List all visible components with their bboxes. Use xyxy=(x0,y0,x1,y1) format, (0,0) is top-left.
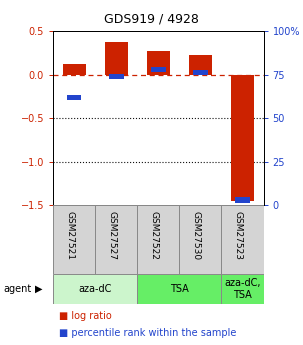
Bar xyxy=(53,205,95,274)
Bar xyxy=(235,197,250,203)
Bar xyxy=(105,42,128,75)
Bar xyxy=(67,95,82,100)
Bar xyxy=(147,51,170,75)
Text: ■ log ratio: ■ log ratio xyxy=(59,311,112,321)
Bar xyxy=(151,67,166,72)
Bar xyxy=(53,274,137,304)
Bar xyxy=(221,205,264,274)
Bar xyxy=(231,75,254,201)
Text: ■ percentile rank within the sample: ■ percentile rank within the sample xyxy=(59,328,236,338)
Bar xyxy=(109,74,124,79)
Text: GSM27530: GSM27530 xyxy=(191,211,201,260)
Bar xyxy=(189,55,212,75)
Text: aza-dC: aza-dC xyxy=(78,284,112,294)
Text: aza-dC,
TSA: aza-dC, TSA xyxy=(224,278,261,300)
Text: GSM27521: GSM27521 xyxy=(65,211,74,260)
Text: GSM27523: GSM27523 xyxy=(234,211,243,260)
Bar xyxy=(137,205,179,274)
Bar xyxy=(179,205,221,274)
Bar xyxy=(62,64,86,75)
Bar xyxy=(137,274,221,304)
Text: ▶: ▶ xyxy=(35,284,42,294)
Text: GSM27522: GSM27522 xyxy=(149,211,158,260)
Text: GDS919 / 4928: GDS919 / 4928 xyxy=(104,12,199,25)
Text: TSA: TSA xyxy=(170,284,189,294)
Bar xyxy=(221,274,264,304)
Text: agent: agent xyxy=(3,284,31,294)
Text: GSM27527: GSM27527 xyxy=(107,211,116,260)
Bar xyxy=(193,70,208,76)
Bar xyxy=(95,205,137,274)
